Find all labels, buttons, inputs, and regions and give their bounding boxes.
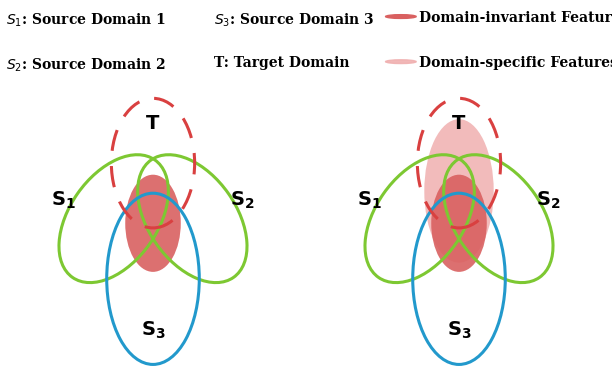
Ellipse shape <box>431 175 487 272</box>
Circle shape <box>386 60 416 64</box>
Text: $\mathbf{T}$: $\mathbf{T}$ <box>452 115 466 133</box>
Text: $\mathbf{S_3}$: $\mathbf{S_3}$ <box>447 320 471 341</box>
Ellipse shape <box>125 175 181 272</box>
Text: $\mathbf{S_2}$: $\mathbf{S_2}$ <box>230 190 255 211</box>
Text: $S_2$: Source Domain 2: $S_2$: Source Domain 2 <box>6 56 166 74</box>
Ellipse shape <box>424 119 494 262</box>
Text: $S_1$: Source Domain 1: $S_1$: Source Domain 1 <box>6 11 166 29</box>
Text: $\mathbf{T}$: $\mathbf{T}$ <box>146 115 160 133</box>
Text: $\mathbf{S_2}$: $\mathbf{S_2}$ <box>536 190 561 211</box>
Text: $\mathbf{S_1}$: $\mathbf{S_1}$ <box>51 190 76 211</box>
Text: $\mathbf{S_3}$: $\mathbf{S_3}$ <box>141 320 165 341</box>
Text: T: Target Domain: T: Target Domain <box>214 56 349 70</box>
Text: $S_3$: Source Domain 3: $S_3$: Source Domain 3 <box>214 11 374 29</box>
Text: $\mathbf{S_1}$: $\mathbf{S_1}$ <box>357 190 382 211</box>
Circle shape <box>386 15 416 18</box>
Text: Domain-invariant Feature: Domain-invariant Feature <box>419 11 612 25</box>
Text: Domain-specific Features: Domain-specific Features <box>419 56 612 70</box>
